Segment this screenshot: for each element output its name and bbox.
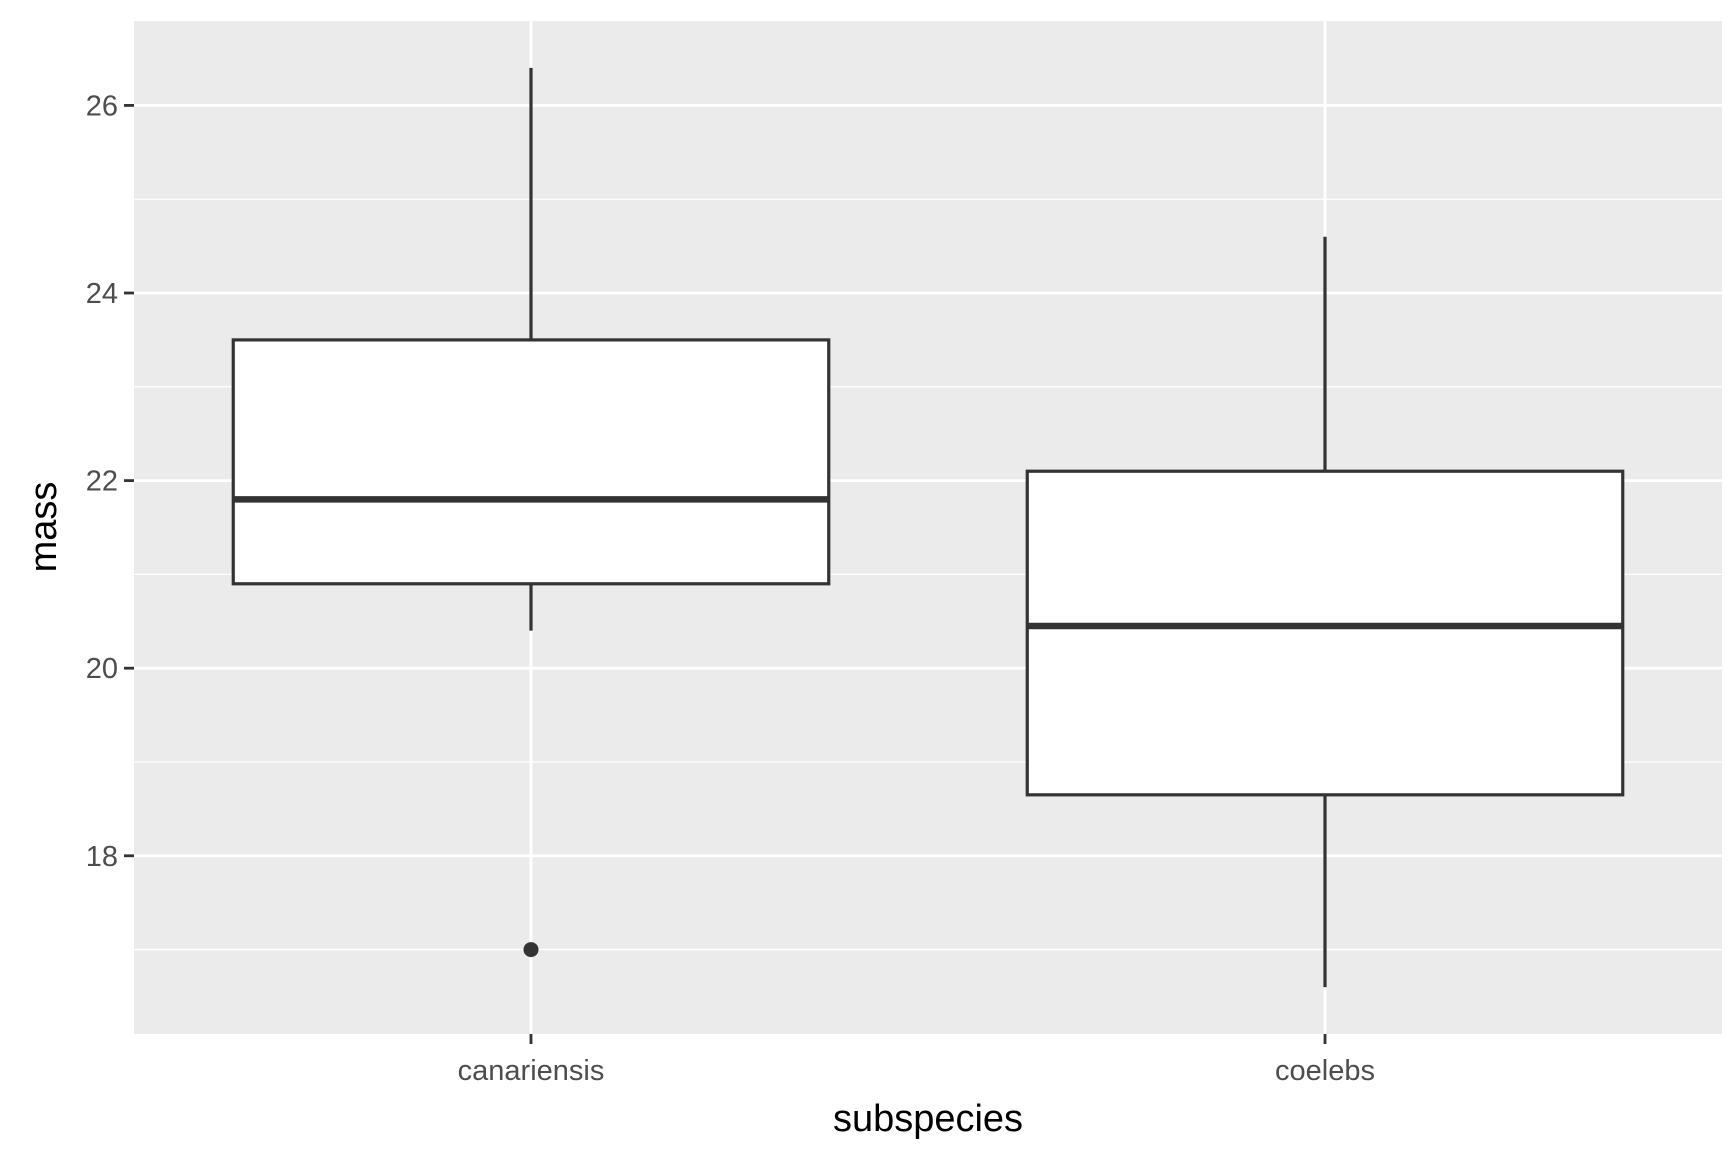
x-axis-title: subspecies: [833, 1098, 1023, 1140]
y-tick-label: 18: [86, 841, 118, 873]
axes: 18 20 22 24 26 canariensis coelebs: [86, 90, 1375, 1087]
boxes: [231, 67, 1625, 988]
x-tick-label: canariensis: [458, 1055, 605, 1087]
x-tick-label: coelebs: [1275, 1055, 1375, 1087]
outlier-point-canariensis: [523, 942, 539, 958]
y-tick-label: 20: [86, 653, 118, 685]
box-canariensis: [231, 338, 831, 586]
y-tick-label: 24: [86, 278, 118, 310]
y-tick-label: 26: [86, 90, 118, 122]
y-tick-label: 22: [86, 466, 118, 498]
box-coelebs: [1025, 469, 1625, 797]
y-axis-title: mass: [23, 482, 65, 573]
